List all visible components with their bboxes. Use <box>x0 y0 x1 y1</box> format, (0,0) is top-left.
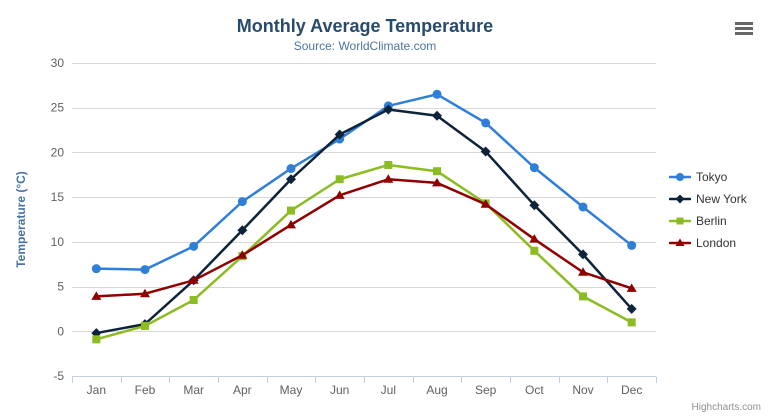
series-line-berlin <box>95 163 633 341</box>
data-point-london[interactable] <box>334 190 345 199</box>
data-point-berlin[interactable] <box>189 295 198 304</box>
y-tick-label: 20 <box>51 145 65 159</box>
data-point-london[interactable] <box>480 199 491 208</box>
data-point-new-york[interactable] <box>626 303 637 314</box>
data-point-london[interactable] <box>432 177 442 187</box>
legend-item-new-york[interactable]: New York <box>669 188 747 210</box>
credits-link[interactable]: Highcharts.com <box>691 402 761 413</box>
x-axis: Jan Feb Mar Apr May Jun Jul Aug Sep Oct Nov Dec <box>72 376 657 397</box>
chart-context-menu-button[interactable] <box>732 19 756 39</box>
series-new-york <box>91 104 637 339</box>
data-point-new-york[interactable] <box>480 146 491 157</box>
y-axis-title: Temperature (°C) <box>14 171 28 268</box>
y-tick-label: 0 <box>57 324 64 338</box>
x-tick-label: Jan <box>87 383 106 397</box>
data-point-new-york[interactable] <box>237 225 248 236</box>
x-tick-label: Jul <box>381 383 396 397</box>
data-point-london[interactable] <box>140 288 150 298</box>
data-point-tokyo[interactable] <box>432 89 442 99</box>
legend-marker-diamond <box>669 194 691 204</box>
data-point-london[interactable] <box>529 234 540 243</box>
data-point-new-york[interactable] <box>432 110 442 121</box>
series-london <box>91 174 637 300</box>
data-point-berlin[interactable] <box>433 167 441 176</box>
legend: Tokyo New York Berlin London <box>669 166 747 254</box>
data-point-london[interactable] <box>383 174 394 183</box>
x-tick-label: Apr <box>233 383 252 397</box>
y-tick-label: 30 <box>51 56 65 70</box>
y-tick-label: 15 <box>51 190 65 204</box>
data-point-tokyo[interactable] <box>627 240 637 250</box>
y-tick-label: 10 <box>51 235 65 249</box>
data-point-new-york[interactable] <box>578 249 588 260</box>
data-point-london[interactable] <box>286 219 296 229</box>
series-line-london <box>95 178 633 298</box>
y-axis-labels: -5 0 5 10 15 20 25 30 <box>51 56 65 383</box>
data-point-tokyo[interactable] <box>578 202 588 212</box>
data-point-london[interactable] <box>578 267 588 276</box>
chart-subtitle: Source: WorldClimate.com <box>293 39 437 53</box>
data-point-london[interactable] <box>91 291 102 300</box>
data-point-new-york[interactable] <box>286 174 296 185</box>
data-point-berlin[interactable] <box>141 321 149 330</box>
series-line-tokyo <box>95 93 633 271</box>
y-tick-label: 25 <box>51 101 65 115</box>
data-point-tokyo[interactable] <box>286 164 296 174</box>
data-point-berlin[interactable] <box>384 160 393 169</box>
data-point-berlin[interactable] <box>92 335 101 344</box>
x-tick-label: Feb <box>135 383 156 397</box>
x-tick-label: Dec <box>621 383 642 397</box>
series-tokyo <box>91 89 637 275</box>
data-point-berlin[interactable] <box>627 318 636 327</box>
data-point-berlin[interactable] <box>579 292 587 301</box>
data-point-tokyo[interactable] <box>529 163 539 173</box>
data-point-new-york[interactable] <box>529 200 540 211</box>
data-point-new-york[interactable] <box>383 104 394 115</box>
legend-label: Tokyo <box>696 170 728 184</box>
legend-label: New York <box>696 192 747 206</box>
legend-item-london[interactable]: London <box>669 232 747 254</box>
legend-marker-circle <box>669 173 691 181</box>
legend-marker-triangle <box>669 238 691 246</box>
x-tick-label: May <box>280 383 303 397</box>
data-point-tokyo[interactable] <box>481 118 491 128</box>
legend-item-tokyo[interactable]: Tokyo <box>669 166 747 188</box>
x-tick-label: Nov <box>572 383 593 397</box>
chart-title: Monthly Average Temperature <box>236 16 494 36</box>
data-point-tokyo[interactable] <box>237 197 247 207</box>
data-point-berlin[interactable] <box>287 206 295 215</box>
data-point-new-york[interactable] <box>334 129 345 140</box>
legend-label: London <box>696 236 737 250</box>
legend-item-berlin[interactable]: Berlin <box>669 210 747 232</box>
series-line-new-york <box>95 108 633 335</box>
y-tick-label: -5 <box>53 369 64 383</box>
x-tick-label: Oct <box>525 383 544 397</box>
legend-label: Berlin <box>696 214 727 228</box>
data-point-tokyo[interactable] <box>140 265 150 275</box>
x-tick-label: Jun <box>330 383 349 397</box>
x-tick-label: Aug <box>426 383 447 397</box>
y-tick-label: 5 <box>57 280 64 294</box>
x-tick-label: Mar <box>183 383 204 397</box>
data-point-tokyo[interactable] <box>189 241 199 251</box>
data-point-london[interactable] <box>626 283 637 292</box>
data-point-london[interactable] <box>237 250 248 259</box>
hamburger-icon <box>735 22 753 35</box>
y-gridlines <box>72 63 656 377</box>
data-point-berlin[interactable] <box>530 246 539 255</box>
legend-marker-square <box>669 217 691 225</box>
data-point-tokyo[interactable] <box>91 264 101 274</box>
data-point-berlin[interactable] <box>335 175 344 184</box>
x-tick-label: Sep <box>475 383 497 397</box>
data-point-london[interactable] <box>188 275 199 284</box>
